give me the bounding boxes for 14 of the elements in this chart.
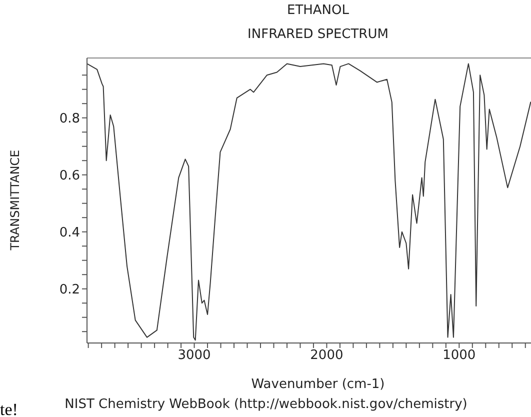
chart-subtitle: INFRARED SPECTRUM [246, 27, 390, 42]
x-tick-label: 3000 [178, 348, 211, 364]
line-series [87, 63, 531, 341]
x-tick-label: 1000 [442, 348, 476, 364]
y-tick-label: 0.6 [59, 168, 80, 184]
y-tick-label: 0.4 [59, 225, 80, 240]
text: NIST Chemistry WebBook (http://webbook.nist.gov/chemistry) [64, 397, 468, 412]
y-tick-label: 0.8 [59, 111, 80, 126]
x-tick-label: 2000 [310, 348, 344, 364]
chart-title: ETHANOL [286, 3, 350, 18]
y-tick-label: 0.2 [59, 282, 80, 298]
text: te! [0, 400, 18, 417]
y-axis-title: TRANSMITTANCE [8, 150, 22, 250]
x-axis-title: Wavenumber (cm-1) [250, 377, 386, 392]
